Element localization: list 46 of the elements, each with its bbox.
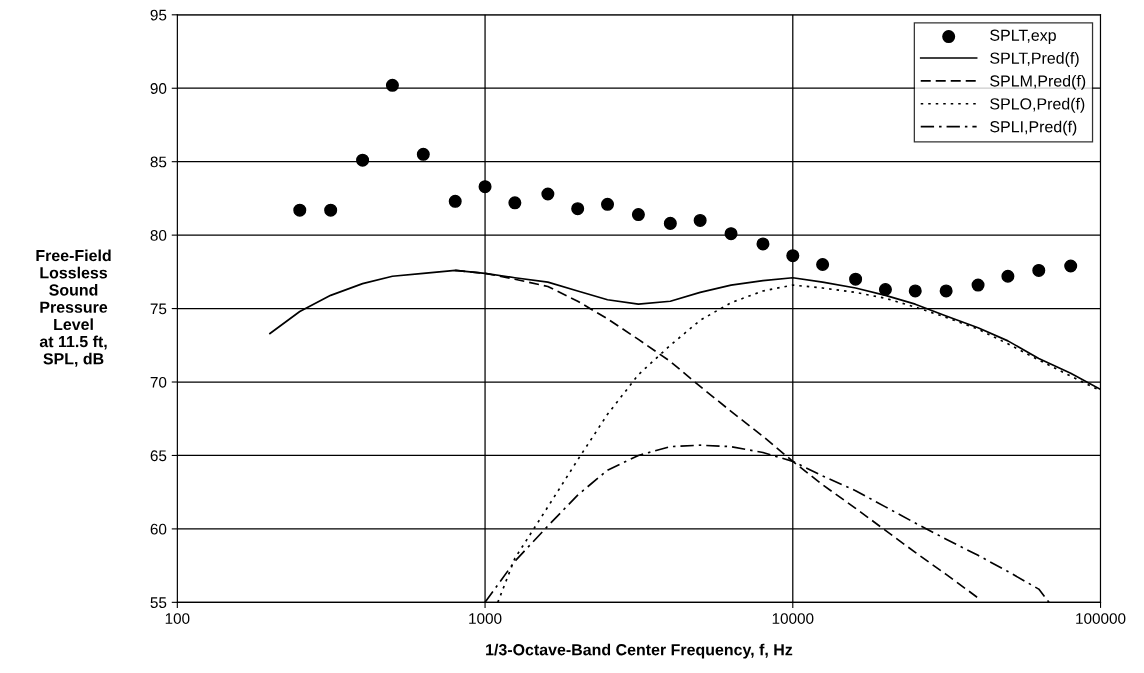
point [1064, 259, 1078, 273]
point [571, 202, 585, 216]
x-tick-label: 100 [165, 613, 190, 624]
point [448, 194, 462, 208]
point [908, 284, 922, 298]
point [601, 197, 615, 211]
y-tick-label: 85 [150, 156, 167, 168]
y-axis-title: Free-Field Lossless Sound Pressure Level at 11.5 ft, SPL, dB [36, 249, 111, 367]
legend-label: SPLT,exp [990, 29, 1056, 45]
y-tick-label: 95 [150, 9, 167, 21]
point [478, 180, 492, 194]
legend-label: SPLM,Pred(f) [990, 74, 1086, 90]
point [786, 249, 800, 263]
point [356, 153, 370, 167]
point [693, 213, 707, 227]
point [816, 258, 830, 272]
y-tick-label: 80 [150, 230, 167, 241]
point [724, 227, 738, 241]
point [324, 203, 338, 217]
y-tick-label: 65 [150, 450, 167, 462]
point [293, 203, 307, 217]
y-tick-label: 70 [150, 376, 167, 388]
point [508, 196, 522, 210]
point [756, 237, 770, 251]
point [849, 272, 863, 286]
legend-label: SPLT,Pred(f) [990, 52, 1079, 67]
point [631, 208, 645, 222]
x-axis-title: 1/3-Octave-Band Center Frequency, f, Hz [486, 643, 793, 659]
y-tick-label: 90 [150, 83, 167, 94]
point [1001, 269, 1015, 283]
point [971, 278, 985, 292]
point [939, 284, 953, 298]
point [663, 216, 677, 230]
point [1032, 263, 1046, 277]
point [416, 147, 430, 161]
point [385, 78, 399, 92]
x-tick-label: 1000 [469, 613, 502, 624]
point [541, 187, 555, 201]
x-tick-label: 100000 [1076, 613, 1126, 624]
legend-label: SPLO,Pred(f) [990, 97, 1085, 113]
y-tick-label: 60 [150, 523, 167, 535]
y-tick-label: 55 [150, 597, 167, 609]
legend-label: SPLI,Pred(f) [990, 120, 1077, 136]
point [878, 282, 892, 296]
x-tick-label: 10000 [772, 613, 814, 624]
y-tick-label: 75 [150, 303, 167, 315]
